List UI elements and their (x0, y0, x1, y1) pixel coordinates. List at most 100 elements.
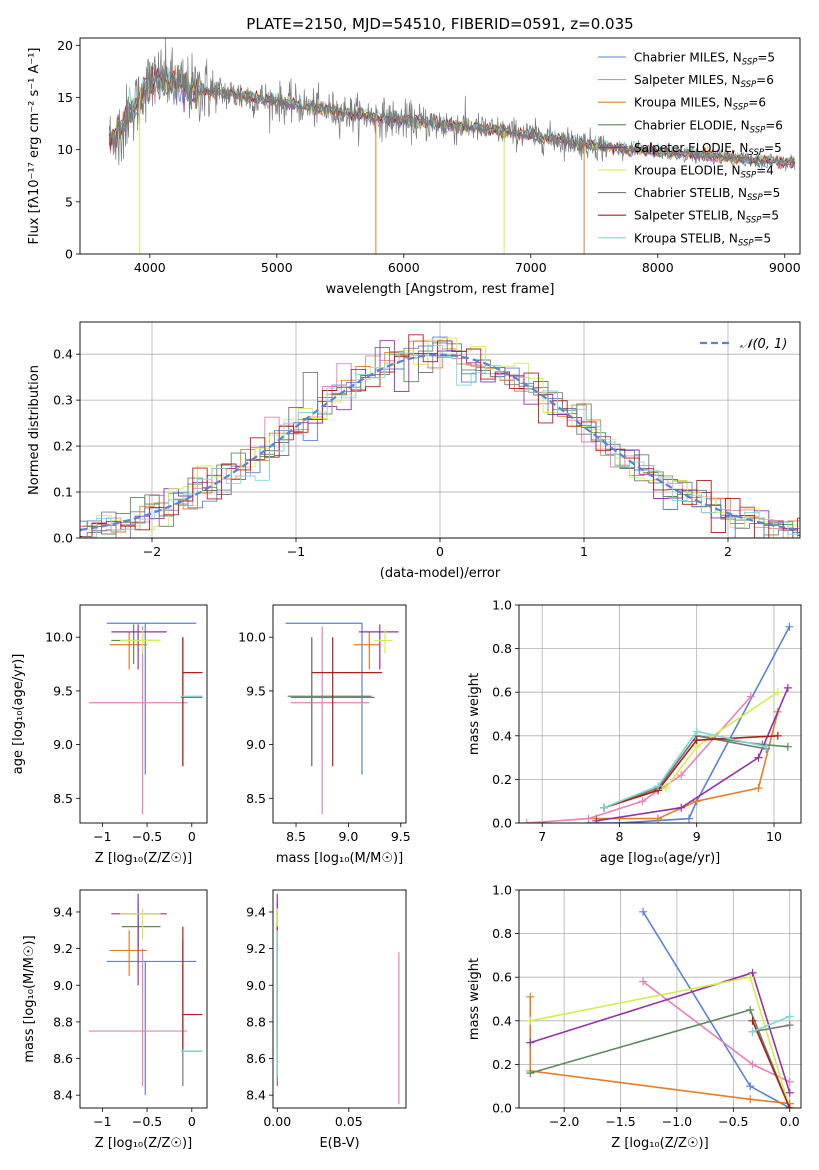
figure-title: PLATE=2150, MJD=54510, FIBERID=0591, z=0… (246, 15, 633, 33)
axes-weight_vs_age: 7 8 9 10 0.0 0.2 0.4 0.6 0.8 1.0 age [log₁₀(age/yr… (467, 598, 802, 866)
residual-histogram-step (80, 334, 800, 538)
legend-label: Salpeter STELIB, NSSP=5 (634, 209, 779, 226)
legend-label-end: =4 (756, 164, 774, 178)
plot-area-spectrum (108, 38, 796, 254)
legend-label-sub: SSP (747, 193, 763, 203)
y-tick-label: 0.0 (492, 816, 512, 831)
y-tick-label: 9.2 (53, 941, 73, 956)
mass-weight-marker (785, 1088, 794, 1097)
y-tick-label: 9.4 (53, 904, 73, 919)
y-tick-label: 9.5 (246, 683, 266, 698)
mass-weight-marker (684, 814, 693, 823)
axes-mass_vs_Z: −1 −0.5 0 8.4 8.6 8.8 9.0 9.2 9.4 Z [log₁₀(Z/Z☉)]… (22, 889, 208, 1151)
y-tick-label: 0.2 (492, 772, 512, 787)
x-tick-label: 0 (188, 829, 196, 844)
x-tick-label: 8.5 (286, 829, 306, 844)
mass-weight-marker (692, 727, 701, 736)
axes-spectrum: 4000 5000 6000 7000 8000 9000 0 5 10 15 20 waveleng… (27, 37, 801, 297)
residual-histogram-step (80, 351, 800, 538)
mass-weight-marker (661, 784, 670, 793)
legend-label-main: Salpeter ELODIE, N (634, 141, 748, 155)
legend-label: Salpeter ELODIE, NSSP=5 (634, 141, 782, 158)
x-tick-label: −2.0 (549, 1114, 579, 1129)
legend-label-main: Chabrier ELODIE, N (634, 118, 750, 132)
mass-weight-marker (677, 771, 686, 780)
y-tick-label: 0.0 (492, 1101, 512, 1116)
mass-weight-marker (746, 1082, 755, 1091)
y-tick-label: 8.8 (246, 1014, 266, 1029)
legend-label-main: Kroupa STELIB, N (634, 231, 738, 245)
axes-frame (79, 889, 208, 1109)
mass-weight-marker (762, 742, 771, 751)
axes-frame (518, 604, 802, 824)
x-axis-label: Z [log₁₀(Z/Z☉)] (611, 1136, 708, 1151)
error-bar-point (353, 631, 380, 670)
legend-label: Salpeter MILES, NSSP=6 (634, 73, 774, 90)
legend-label-end: =5 (757, 51, 775, 65)
y-tick-label: 1.0 (492, 883, 512, 898)
mass-weight-marker (785, 622, 794, 631)
residual-histogram-step (82, 344, 800, 538)
legend-label-end: =5 (754, 231, 772, 245)
x-tick-label: 1 (580, 544, 588, 559)
mass-weight-marker (639, 977, 648, 986)
legend-label-sub: SSP (741, 80, 757, 90)
y-tick-label: 8.4 (53, 1088, 73, 1103)
error-bar-point (290, 626, 370, 815)
mass-weight-line (603, 734, 767, 809)
mass-weight-marker (526, 1069, 535, 1078)
y-axis-label: mass weight (467, 673, 482, 755)
y-tick-label: 9.5 (53, 683, 73, 698)
mass-weight-line (603, 735, 778, 809)
y-tick-label: 0.4 (53, 347, 73, 362)
mass-weight-marker (754, 753, 763, 762)
error-bar-point (287, 637, 372, 767)
x-tick-label: 9.0 (338, 829, 358, 844)
legend-label-main: Salpeter STELIB, N (634, 209, 746, 223)
axes-age_vs_Z: −1 −0.5 0 8.5 9.0 9.5 10.0 Z [log₁₀(Z/Z☉)] age [… (11, 604, 208, 866)
residual-histogram-step (80, 336, 800, 538)
x-tick-label: 2 (724, 544, 732, 559)
mass-weight-marker (785, 1012, 794, 1021)
x-tick-label: −1 (93, 829, 111, 844)
legend-label-end: =6 (748, 96, 766, 110)
mass-weight-marker (677, 803, 686, 812)
legend-label: 𝒩(0, 1) (740, 337, 787, 352)
x-tick-label: 0.05 (335, 1114, 363, 1129)
y-tick-label: 0.1 (53, 485, 73, 500)
x-tick-label: −1 (93, 1114, 111, 1129)
plot-area-mass_vs_Z (88, 893, 203, 1096)
legend-label-sub: SSP (738, 238, 754, 248)
error-bar-point (106, 960, 197, 1096)
plot-area-weight_vs_age (522, 622, 794, 823)
y-tick-label: 9.0 (246, 978, 266, 993)
mass-weight-marker (584, 814, 593, 823)
y-tick-label: 5 (65, 194, 73, 209)
mass-weight-line (596, 711, 779, 820)
error-bar-point (181, 637, 203, 767)
mass-weight-marker (773, 731, 782, 740)
mass-weight-line (642, 911, 791, 1108)
mass-weight-line (752, 1024, 790, 1033)
mass-weight-line (751, 1020, 791, 1108)
x-axis-label: Z [log₁₀(Z/Z☉)] (95, 1136, 192, 1151)
error-bar-point (311, 637, 382, 767)
y-tick-label: 0.2 (492, 1057, 512, 1072)
mass-weight-line (603, 691, 779, 809)
mass-weight-marker (785, 1021, 794, 1030)
y-tick-label: 15 (57, 90, 73, 105)
legend-label-sub: SSP (742, 58, 758, 68)
mass-weight-marker (599, 803, 608, 812)
mass-weight-marker (746, 1005, 755, 1014)
mass-weight-marker (746, 1095, 755, 1104)
residual-histogram-step (80, 340, 800, 538)
y-tick-label: 0.4 (492, 728, 512, 743)
x-tick-label: 0 (188, 1114, 196, 1129)
mass-weight-marker (783, 683, 792, 692)
axes-weight_vs_Z: −2.0 −1.5 −1.0 −0.5 0.0 0.0 0.2 0.4 0.6 0.8 1.0 Z [… (467, 883, 802, 1151)
error-bar-point (374, 629, 393, 654)
mass-weight-line (588, 626, 791, 823)
mass-weight-marker (522, 819, 531, 823)
error-bar-point (111, 893, 167, 986)
legend-label-sub: SSP (741, 171, 757, 181)
